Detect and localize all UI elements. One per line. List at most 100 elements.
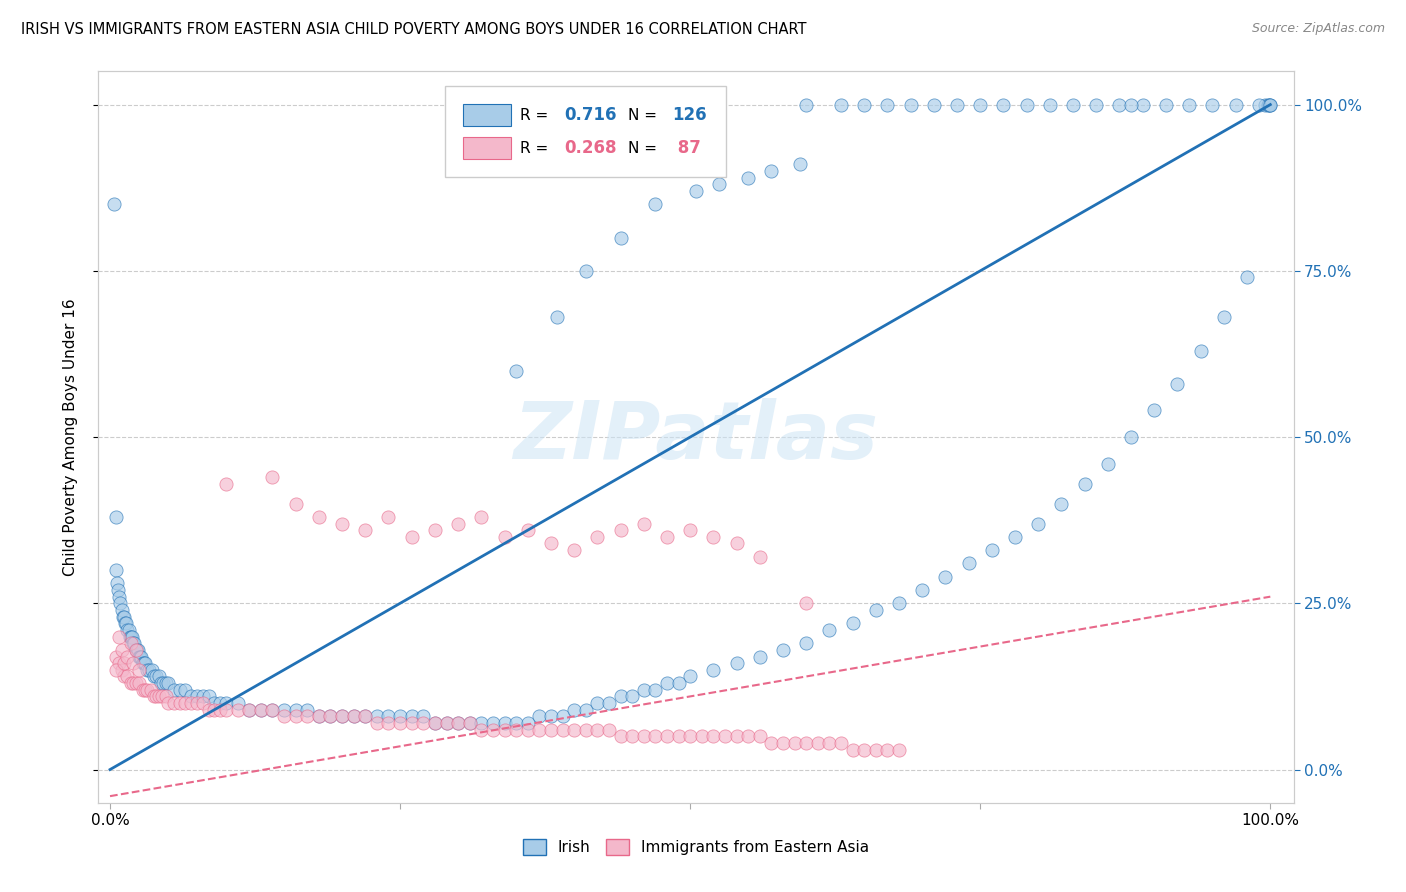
Legend: Irish, Immigrants from Eastern Asia: Irish, Immigrants from Eastern Asia xyxy=(516,833,876,861)
Point xyxy=(174,682,197,697)
Point xyxy=(143,690,166,704)
Point xyxy=(128,649,150,664)
Point xyxy=(134,682,156,697)
Point xyxy=(1201,97,1223,112)
Point xyxy=(447,516,470,531)
Point xyxy=(141,663,163,677)
Point xyxy=(163,696,186,710)
Point xyxy=(1026,516,1049,531)
Point xyxy=(1258,97,1281,112)
Point xyxy=(191,696,214,710)
Point xyxy=(377,716,399,731)
Point xyxy=(238,703,260,717)
Point xyxy=(401,530,423,544)
Point xyxy=(131,649,153,664)
Point xyxy=(586,723,609,737)
Point xyxy=(204,696,226,710)
Point xyxy=(124,643,146,657)
Point xyxy=(621,729,644,743)
Point xyxy=(668,729,690,743)
Point xyxy=(215,696,238,710)
Point xyxy=(157,676,180,690)
Point xyxy=(117,669,139,683)
Point xyxy=(1119,430,1142,444)
Text: 0.268: 0.268 xyxy=(565,139,617,157)
Point xyxy=(103,197,125,211)
Point xyxy=(458,716,481,731)
Point xyxy=(830,736,852,750)
Point xyxy=(139,682,162,697)
Point xyxy=(887,596,910,610)
Point xyxy=(330,516,353,531)
Point xyxy=(117,649,139,664)
Point xyxy=(191,690,214,704)
Point xyxy=(725,536,748,550)
Point xyxy=(876,97,898,112)
Point xyxy=(853,742,876,756)
Point xyxy=(794,596,817,610)
Point xyxy=(330,709,353,723)
Point xyxy=(725,656,748,670)
Point xyxy=(1258,97,1281,112)
Point xyxy=(354,709,377,723)
Point xyxy=(621,690,644,704)
Point xyxy=(152,676,174,690)
Point xyxy=(136,682,159,697)
Point xyxy=(685,184,707,198)
Point xyxy=(128,663,150,677)
Point xyxy=(169,696,191,710)
Point xyxy=(900,97,922,112)
Point xyxy=(633,682,655,697)
Point xyxy=(516,716,538,731)
Point xyxy=(609,690,631,704)
Point xyxy=(714,729,737,743)
Point xyxy=(980,543,1002,558)
Point xyxy=(794,736,817,750)
Point xyxy=(586,530,609,544)
Point xyxy=(401,709,423,723)
Point xyxy=(215,703,238,717)
Point xyxy=(1212,310,1234,325)
Point xyxy=(104,649,127,664)
Point xyxy=(127,643,149,657)
Point xyxy=(1050,497,1073,511)
Point xyxy=(494,716,516,731)
Point xyxy=(145,690,167,704)
Point xyxy=(284,497,307,511)
Point xyxy=(1257,97,1279,112)
Point xyxy=(702,530,724,544)
Point xyxy=(111,643,134,657)
Point xyxy=(104,563,127,577)
Point xyxy=(124,636,146,650)
Point xyxy=(209,703,232,717)
Point xyxy=(186,690,208,704)
Point xyxy=(633,516,655,531)
Point xyxy=(644,729,666,743)
Text: Source: ZipAtlas.com: Source: ZipAtlas.com xyxy=(1251,22,1385,36)
Point xyxy=(134,656,156,670)
Text: 87: 87 xyxy=(672,139,702,157)
Point xyxy=(284,709,307,723)
Point xyxy=(143,669,166,683)
Point xyxy=(562,703,585,717)
Point xyxy=(772,643,794,657)
Point xyxy=(108,590,131,604)
Point xyxy=(1236,270,1258,285)
Point xyxy=(111,603,134,617)
Point xyxy=(540,709,562,723)
Point xyxy=(575,723,598,737)
Point xyxy=(108,656,131,670)
Point xyxy=(540,723,562,737)
Point xyxy=(458,716,481,731)
Point xyxy=(110,596,132,610)
Point xyxy=(761,164,783,178)
Point xyxy=(1225,97,1247,112)
Point xyxy=(794,97,817,112)
Point xyxy=(129,649,152,664)
Point xyxy=(273,709,295,723)
Point xyxy=(505,723,527,737)
Point xyxy=(1247,97,1270,112)
Point xyxy=(830,97,852,112)
Point xyxy=(145,669,167,683)
Point xyxy=(209,696,232,710)
